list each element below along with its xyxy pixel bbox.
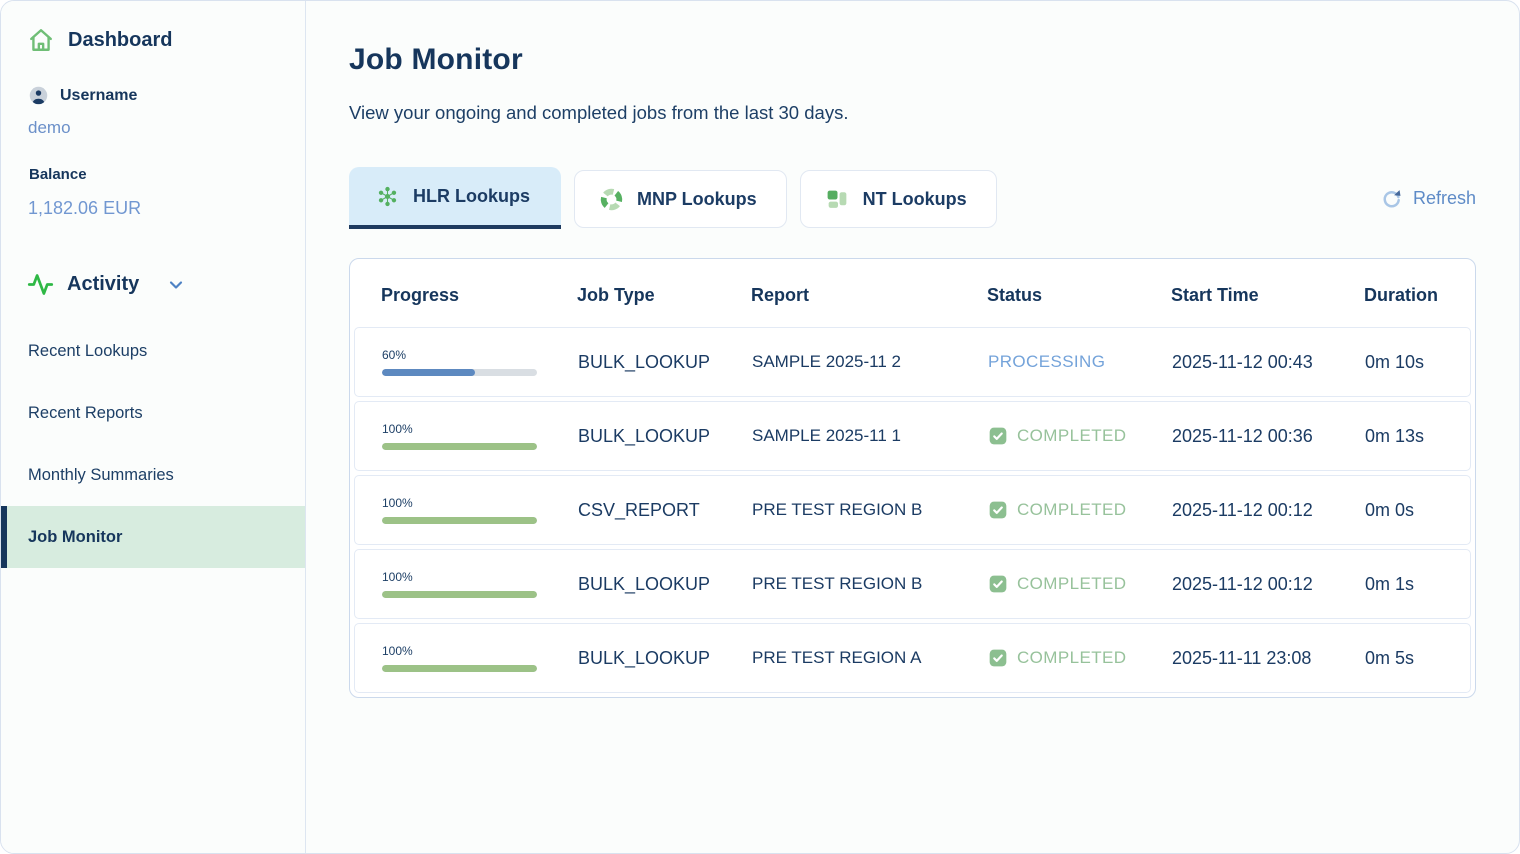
status-cell: COMPLETED bbox=[988, 574, 1172, 594]
job-type-cell: BULK_LOOKUP bbox=[578, 425, 711, 446]
progress-bar bbox=[382, 665, 537, 672]
progress-bar bbox=[382, 517, 537, 524]
home-icon bbox=[28, 27, 54, 53]
status-cell: COMPLETED bbox=[988, 500, 1172, 520]
report-cell: PRE TEST REGION B bbox=[752, 574, 923, 593]
progress-bar bbox=[382, 591, 537, 598]
tab-hlr-lookups[interactable]: HLR Lookups bbox=[349, 167, 561, 229]
tab-label: MNP Lookups bbox=[637, 188, 757, 209]
refresh-label: Refresh bbox=[1412, 187, 1476, 208]
page-title: Job Monitor bbox=[349, 43, 523, 76]
column-header-status: Status bbox=[987, 284, 1043, 305]
column-header-job-type: Job Type bbox=[577, 284, 655, 305]
username-value: demo bbox=[28, 118, 71, 137]
check-square-icon bbox=[988, 574, 1008, 594]
username-row: Username bbox=[28, 85, 305, 106]
duration-cell: 0m 5s bbox=[1365, 647, 1415, 668]
column-header-progress: Progress bbox=[381, 284, 460, 305]
duration-cell: 0m 0s bbox=[1365, 499, 1415, 520]
start-time-cell: 2025-11-12 00:12 bbox=[1172, 573, 1313, 594]
table-row: 100% CSV_REPORT PRE TEST REGION B COMPLE… bbox=[354, 475, 1471, 545]
progress-percent-label: 100% bbox=[382, 570, 413, 584]
sidebar-item-recent-reports[interactable]: Recent Reports bbox=[28, 403, 143, 422]
activity-pulse-icon bbox=[27, 271, 54, 298]
refresh-button[interactable]: Refresh bbox=[1380, 187, 1476, 210]
sidebar: Dashboard Username demo Balance 1,182.06… bbox=[1, 1, 306, 853]
start-time-cell: 2025-11-12 00:43 bbox=[1172, 351, 1313, 372]
report-cell: PRE TEST REGION A bbox=[752, 648, 922, 667]
report-cell: SAMPLE 2025-11 1 bbox=[752, 426, 901, 445]
duration-cell: 0m 13s bbox=[1365, 425, 1425, 446]
start-time-cell: 2025-11-11 23:08 bbox=[1172, 647, 1312, 668]
dashboard-label: Dashboard bbox=[68, 28, 173, 51]
check-square-icon bbox=[988, 500, 1008, 520]
refresh-icon bbox=[1380, 187, 1403, 210]
tab-nt-lookups[interactable]: NT Lookups bbox=[799, 170, 997, 228]
user-avatar-icon bbox=[28, 85, 49, 106]
status-cell: COMPLETED bbox=[988, 648, 1172, 668]
table-row: 100% BULK_LOOKUP PRE TEST REGION A COMPL… bbox=[354, 623, 1471, 693]
jobs-table: Progress Job Type Report Status Start Ti… bbox=[349, 258, 1476, 698]
tabs-row: HLR Lookups MNP Lookups bbox=[349, 167, 1476, 229]
column-header-report: Report bbox=[751, 284, 809, 305]
job-type-cell: CSV_REPORT bbox=[578, 499, 700, 520]
table-row: 60% BULK_LOOKUP SAMPLE 2025-11 2 PROCESS… bbox=[354, 327, 1471, 397]
tab-mnp-lookups[interactable]: MNP Lookups bbox=[574, 170, 787, 228]
nt-blocks-icon bbox=[825, 187, 850, 212]
sidebar-item-monthly-summaries[interactable]: Monthly Summaries bbox=[28, 465, 174, 484]
progress-percent-label: 100% bbox=[382, 644, 413, 658]
start-time-cell: 2025-11-12 00:12 bbox=[1172, 499, 1313, 520]
duration-cell: 0m 1s bbox=[1365, 573, 1415, 594]
job-type-cell: BULK_LOOKUP bbox=[578, 351, 711, 372]
status-badge: COMPLETED bbox=[1017, 574, 1127, 593]
progress-bar bbox=[382, 369, 537, 376]
check-square-icon bbox=[988, 426, 1008, 446]
progress-cell: 100% bbox=[382, 570, 578, 598]
progress-percent-label: 100% bbox=[382, 422, 413, 436]
job-type-cell: BULK_LOOKUP bbox=[578, 573, 711, 594]
balance-value: 1,182.06 EUR bbox=[28, 198, 142, 218]
main-content: Job Monitor View your ongoing and comple… bbox=[306, 1, 1519, 853]
progress-bar bbox=[382, 443, 537, 450]
mnp-shutter-icon bbox=[599, 187, 624, 212]
table-header-row: Progress Job Type Report Status Start Ti… bbox=[354, 263, 1471, 327]
page-subtitle: View your ongoing and completed jobs fro… bbox=[349, 102, 849, 123]
report-cell: PRE TEST REGION B bbox=[752, 500, 923, 519]
progress-cell: 100% bbox=[382, 644, 578, 672]
table-row: 100% BULK_LOOKUP SAMPLE 2025-11 1 COMPLE… bbox=[354, 401, 1471, 471]
progress-percent-label: 100% bbox=[382, 496, 413, 510]
progress-cell: 100% bbox=[382, 422, 578, 450]
tab-label: NT Lookups bbox=[862, 188, 967, 209]
status-badge: PROCESSING bbox=[988, 352, 1106, 371]
duration-cell: 0m 10s bbox=[1365, 351, 1425, 372]
column-header-start-time: Start Time bbox=[1171, 284, 1259, 305]
sidebar-item-dashboard[interactable]: Dashboard bbox=[28, 27, 305, 53]
status-badge: COMPLETED bbox=[1017, 500, 1127, 519]
table-row: 100% BULK_LOOKUP PRE TEST REGION B COMPL… bbox=[354, 549, 1471, 619]
activity-label: Activity bbox=[67, 273, 140, 295]
progress-percent-label: 60% bbox=[382, 348, 407, 362]
hlr-dots-icon bbox=[375, 184, 400, 209]
status-cell: COMPLETED bbox=[988, 426, 1172, 446]
job-type-cell: BULK_LOOKUP bbox=[578, 647, 711, 668]
column-header-duration: Duration bbox=[1364, 284, 1438, 305]
progress-cell: 60% bbox=[382, 348, 578, 376]
sidebar-section-activity[interactable]: Activity bbox=[27, 271, 305, 298]
username-label: Username bbox=[60, 86, 138, 104]
sidebar-nav: Recent Lookups Recent Reports Monthly Su… bbox=[1, 320, 305, 568]
start-time-cell: 2025-11-12 00:36 bbox=[1172, 425, 1313, 446]
sidebar-item-recent-lookups[interactable]: Recent Lookups bbox=[28, 341, 148, 360]
progress-cell: 100% bbox=[382, 496, 578, 524]
status-badge: COMPLETED bbox=[1017, 648, 1127, 667]
check-square-icon bbox=[988, 648, 1008, 668]
balance-label: Balance bbox=[29, 166, 87, 183]
status-badge: COMPLETED bbox=[1017, 426, 1127, 445]
report-cell: SAMPLE 2025-11 2 bbox=[752, 352, 901, 371]
chevron-down-icon bbox=[166, 275, 186, 295]
sidebar-item-job-monitor[interactable]: Job Monitor bbox=[1, 506, 305, 568]
tab-label: HLR Lookups bbox=[413, 185, 530, 206]
status-cell: PROCESSING bbox=[988, 352, 1172, 372]
